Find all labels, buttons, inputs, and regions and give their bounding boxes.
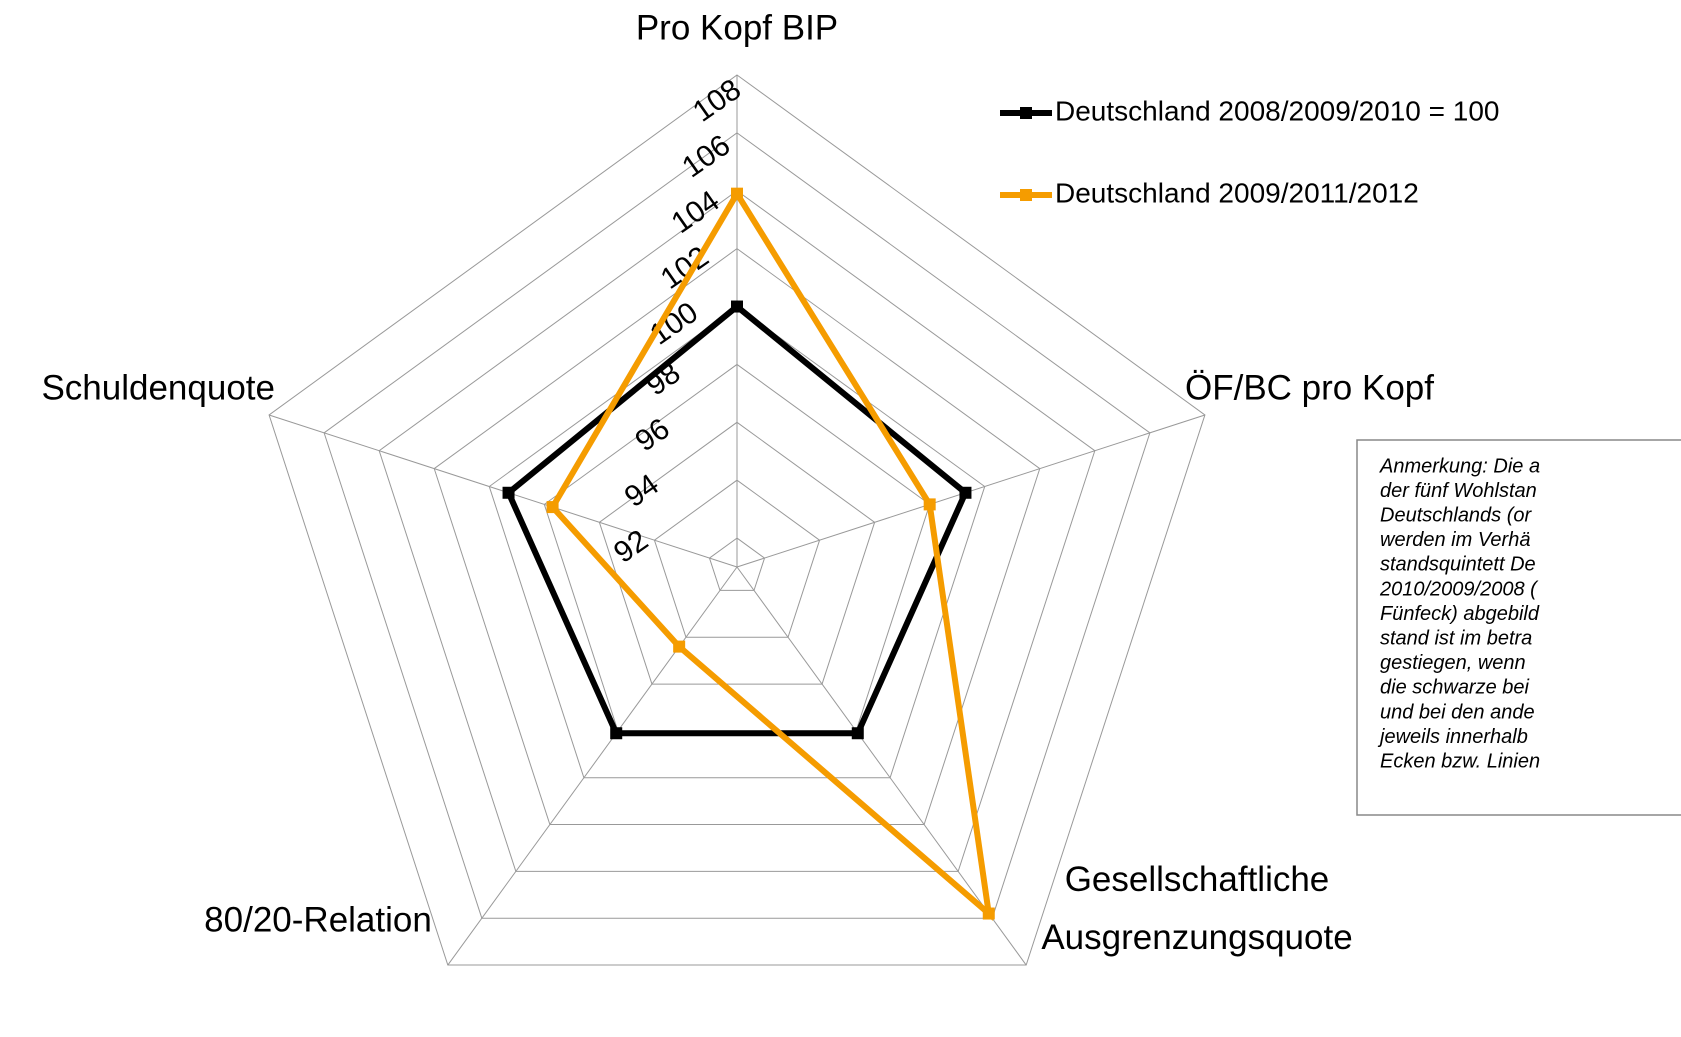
legend-marker xyxy=(1020,189,1032,201)
category-label: Pro Kopf BIP xyxy=(636,8,838,47)
marker xyxy=(731,300,743,313)
annotation-line: gestiegen, wenn xyxy=(1380,652,1526,674)
series-line xyxy=(548,187,993,922)
annotation-line: werden im Verhä xyxy=(1380,529,1530,551)
marker xyxy=(982,907,995,920)
marker xyxy=(502,486,515,499)
legend-marker xyxy=(1020,107,1032,119)
legend-label: Deutschland 2008/2009/2010 = 100 xyxy=(1055,95,1500,126)
annotation-line: stand ist im betra xyxy=(1380,627,1532,649)
grid-ring xyxy=(488,305,986,779)
tick-label: 92 xyxy=(608,524,654,570)
marker xyxy=(851,727,864,740)
category-label-line: Ausgrenzungsquote xyxy=(1041,918,1352,957)
spoke xyxy=(736,566,1027,966)
tick-label: 94 xyxy=(619,468,665,514)
grid-ring xyxy=(323,132,1151,919)
annotation-line: der fünf Wohlstan xyxy=(1380,480,1537,502)
category-label: Schuldenquote xyxy=(41,368,275,407)
tick-label: 96 xyxy=(629,412,675,458)
annotation-line: Deutschlands (or xyxy=(1380,504,1533,526)
annotation-line: 2010/2009/2008 ( xyxy=(1379,578,1539,600)
marker xyxy=(731,187,743,200)
grid-ring xyxy=(598,421,876,685)
category-label: 80/20-Relation xyxy=(204,900,432,939)
annotation-line: die schwarze bei xyxy=(1380,677,1530,699)
category-label-line: Gesellschaftliche xyxy=(1065,860,1330,899)
category-label: ÖF/BC pro Kopf xyxy=(1185,368,1434,407)
grid-ring xyxy=(653,479,821,638)
tick-label: 108 xyxy=(687,73,747,129)
grid-ring xyxy=(433,248,1041,826)
series-line xyxy=(504,302,970,737)
annotation-line: jeweils innerhalb xyxy=(1377,726,1528,748)
category-label: Gesellschaftliche Ausgrenzungsquote xyxy=(1041,860,1352,957)
grid-ring xyxy=(378,190,1096,872)
annotation-box xyxy=(1356,439,1681,816)
grid-ring xyxy=(708,537,766,591)
marker xyxy=(610,727,623,740)
annotation-line: standsquintett De xyxy=(1380,554,1536,576)
annotation-line: Fünfeck) abgebild xyxy=(1380,603,1540,625)
tick-label: 106 xyxy=(676,129,736,185)
annotation-line: und bei den ande xyxy=(1380,701,1535,723)
annotation-line: Ecken bzw. Linien xyxy=(1380,750,1540,772)
marker xyxy=(546,501,559,514)
grid-ring xyxy=(268,74,1206,966)
spoke xyxy=(447,566,738,966)
annotation-line: Anmerkung: Die a xyxy=(1379,455,1540,477)
marker xyxy=(673,640,686,653)
marker xyxy=(959,486,972,499)
legend-label: Deutschland 2009/2011/2012 xyxy=(1055,177,1419,208)
marker xyxy=(923,498,936,511)
